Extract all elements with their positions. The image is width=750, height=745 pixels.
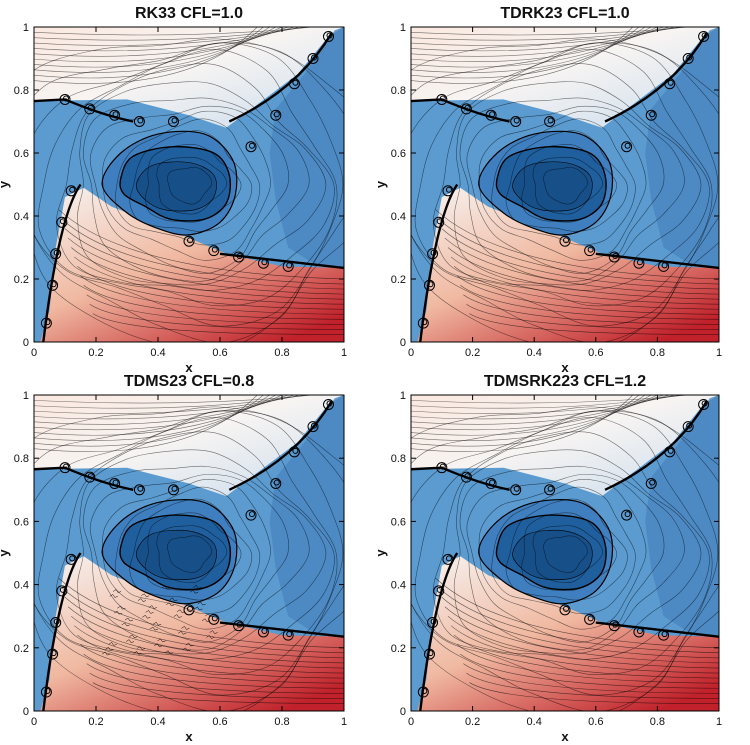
axis-ticks: 0 0.2 0.4 0.6 0.8 1 0 0.2 0.4 0.6 0.8 1	[391, 390, 722, 728]
plot-frame	[33, 394, 345, 712]
y-axis-label: y	[373, 549, 388, 557]
x-axis-label: x	[185, 729, 193, 744]
panel-2: 0 0.2 0.4 0.6 0.8 1 0 0.2 0.4 0.6 0.8 1 TDRK23 CFL=1…	[373, 5, 722, 375]
x-tick-label: 0.2	[88, 716, 103, 728]
lower-warm-region	[417, 556, 719, 711]
axis-ticks: 0 0.2 0.4 0.6 0.8 1 0 0.2 0.4 0.6 0.8 1	[14, 390, 347, 728]
plot-frame	[410, 394, 720, 712]
y-tick-label: 0.6	[391, 148, 406, 160]
axis-ticks: 0 0.2 0.4 0.6 0.8 1 0 0.2 0.4 0.6 0.8 1	[14, 22, 347, 359]
x-tick-label: 1	[716, 347, 722, 359]
panel-title: TDMS23 CFL=0.8	[124, 373, 254, 390]
upper-light-region	[411, 27, 719, 128]
x-tick-label: 0.4	[527, 716, 542, 728]
lower-warm-region	[417, 187, 719, 342]
y-tick-label: 0.4	[391, 211, 406, 223]
lower-warm-region	[40, 556, 344, 711]
plot-frame	[33, 26, 345, 343]
x-tick-label: 0.8	[274, 716, 289, 728]
y-axis-label: y	[0, 549, 11, 557]
y-tick-label: 0	[23, 706, 29, 718]
y-tick-label: 1	[23, 390, 29, 402]
y-axis-label: y	[0, 180, 11, 188]
x-tick-label: 0.8	[650, 347, 665, 359]
upper-light-region	[34, 395, 344, 497]
panel-4: 0 0.2 0.4 0.6 0.8 1 0 0.2 0.4 0.6 0.8 1 TDMSRK223 CF…	[373, 373, 722, 744]
panel-1: 0 0.2 0.4 0.6 0.8 1 0 0.2 0.4 0.6 0.8 1 RK33 CFL=1.0…	[0, 5, 347, 375]
x-tick-label: 0.2	[465, 716, 480, 728]
panel-title: TDMSRK223 CFL=1.2	[484, 373, 646, 390]
x-tick-label: 0.6	[588, 716, 603, 728]
x-tick-label: 1	[341, 347, 347, 359]
panel-title: RK33 CFL=1.0	[135, 5, 243, 22]
upper-light-region	[34, 27, 344, 128]
roll-up-vortices	[417, 30, 710, 329]
x-tick-label: 0.6	[212, 347, 227, 359]
x-tick-label: 1	[716, 716, 722, 728]
x-tick-label: 0	[31, 347, 37, 359]
x-tick-label: 0.6	[588, 347, 603, 359]
x-tick-label: 0.2	[465, 347, 480, 359]
x-axis-label: x	[561, 360, 569, 375]
y-tick-label: 0.2	[391, 274, 406, 286]
contour-lines	[411, 27, 719, 342]
contour-field	[411, 27, 719, 342]
y-axis-label: y	[373, 180, 388, 188]
roll-up-vortices	[417, 398, 710, 698]
y-tick-label: 0.8	[14, 453, 29, 465]
x-axis-label: x	[185, 360, 193, 375]
roll-up-vortices	[40, 398, 334, 698]
x-axis-label: x	[561, 729, 569, 744]
y-tick-label: 1	[23, 22, 29, 34]
upper-light-region	[411, 395, 719, 497]
contour-field	[411, 395, 719, 711]
y-tick-label: 0.6	[14, 148, 29, 160]
x-tick-label: 0.6	[212, 716, 227, 728]
y-tick-label: 0.4	[14, 580, 29, 592]
x-tick-label: 0.4	[527, 347, 542, 359]
x-tick-label: 1	[341, 716, 347, 728]
contour-field	[34, 395, 344, 711]
panel-3: 0 0.2 0.4 0.6 0.8 1 0 0.2 0.4 0.6 0.8 1 TDMS23 CFL=0…	[0, 373, 347, 744]
x-tick-label: 0	[408, 716, 414, 728]
contour-lines	[34, 27, 344, 342]
y-tick-label: 0.2	[14, 643, 29, 655]
y-tick-label: 0.4	[14, 211, 29, 223]
y-tick-label: 0	[400, 337, 406, 349]
y-tick-label: 0.8	[391, 453, 406, 465]
x-tick-label: 0.8	[650, 716, 665, 728]
y-tick-label: 0.8	[14, 85, 29, 97]
x-tick-label: 0	[31, 716, 37, 728]
plot-frame	[410, 26, 720, 343]
y-tick-label: 0.2	[391, 643, 406, 655]
y-tick-label: 0.6	[14, 516, 29, 528]
x-tick-label: 0	[408, 347, 414, 359]
y-tick-label: 1	[400, 390, 406, 402]
x-tick-label: 0.4	[150, 347, 165, 359]
y-tick-label: 0.8	[391, 85, 406, 97]
x-tick-label: 0.2	[88, 347, 103, 359]
contour-lines	[411, 395, 719, 711]
y-tick-label: 0	[23, 337, 29, 349]
y-tick-label: 0	[400, 706, 406, 718]
x-tick-label: 0.8	[274, 347, 289, 359]
roll-up-vortices	[40, 30, 334, 329]
y-tick-label: 0.4	[391, 580, 406, 592]
panel-title: TDRK23 CFL=1.0	[500, 5, 629, 22]
axis-ticks: 0 0.2 0.4 0.6 0.8 1 0 0.2 0.4 0.6 0.8 1	[391, 22, 722, 359]
oscillation-noise	[102, 585, 218, 656]
y-tick-label: 0.2	[14, 274, 29, 286]
x-tick-label: 0.4	[150, 716, 165, 728]
contour-lines	[34, 395, 344, 711]
y-tick-label: 1	[400, 22, 406, 34]
y-tick-label: 0.6	[391, 516, 406, 528]
lower-warm-region	[40, 187, 344, 342]
contour-field	[34, 27, 344, 342]
